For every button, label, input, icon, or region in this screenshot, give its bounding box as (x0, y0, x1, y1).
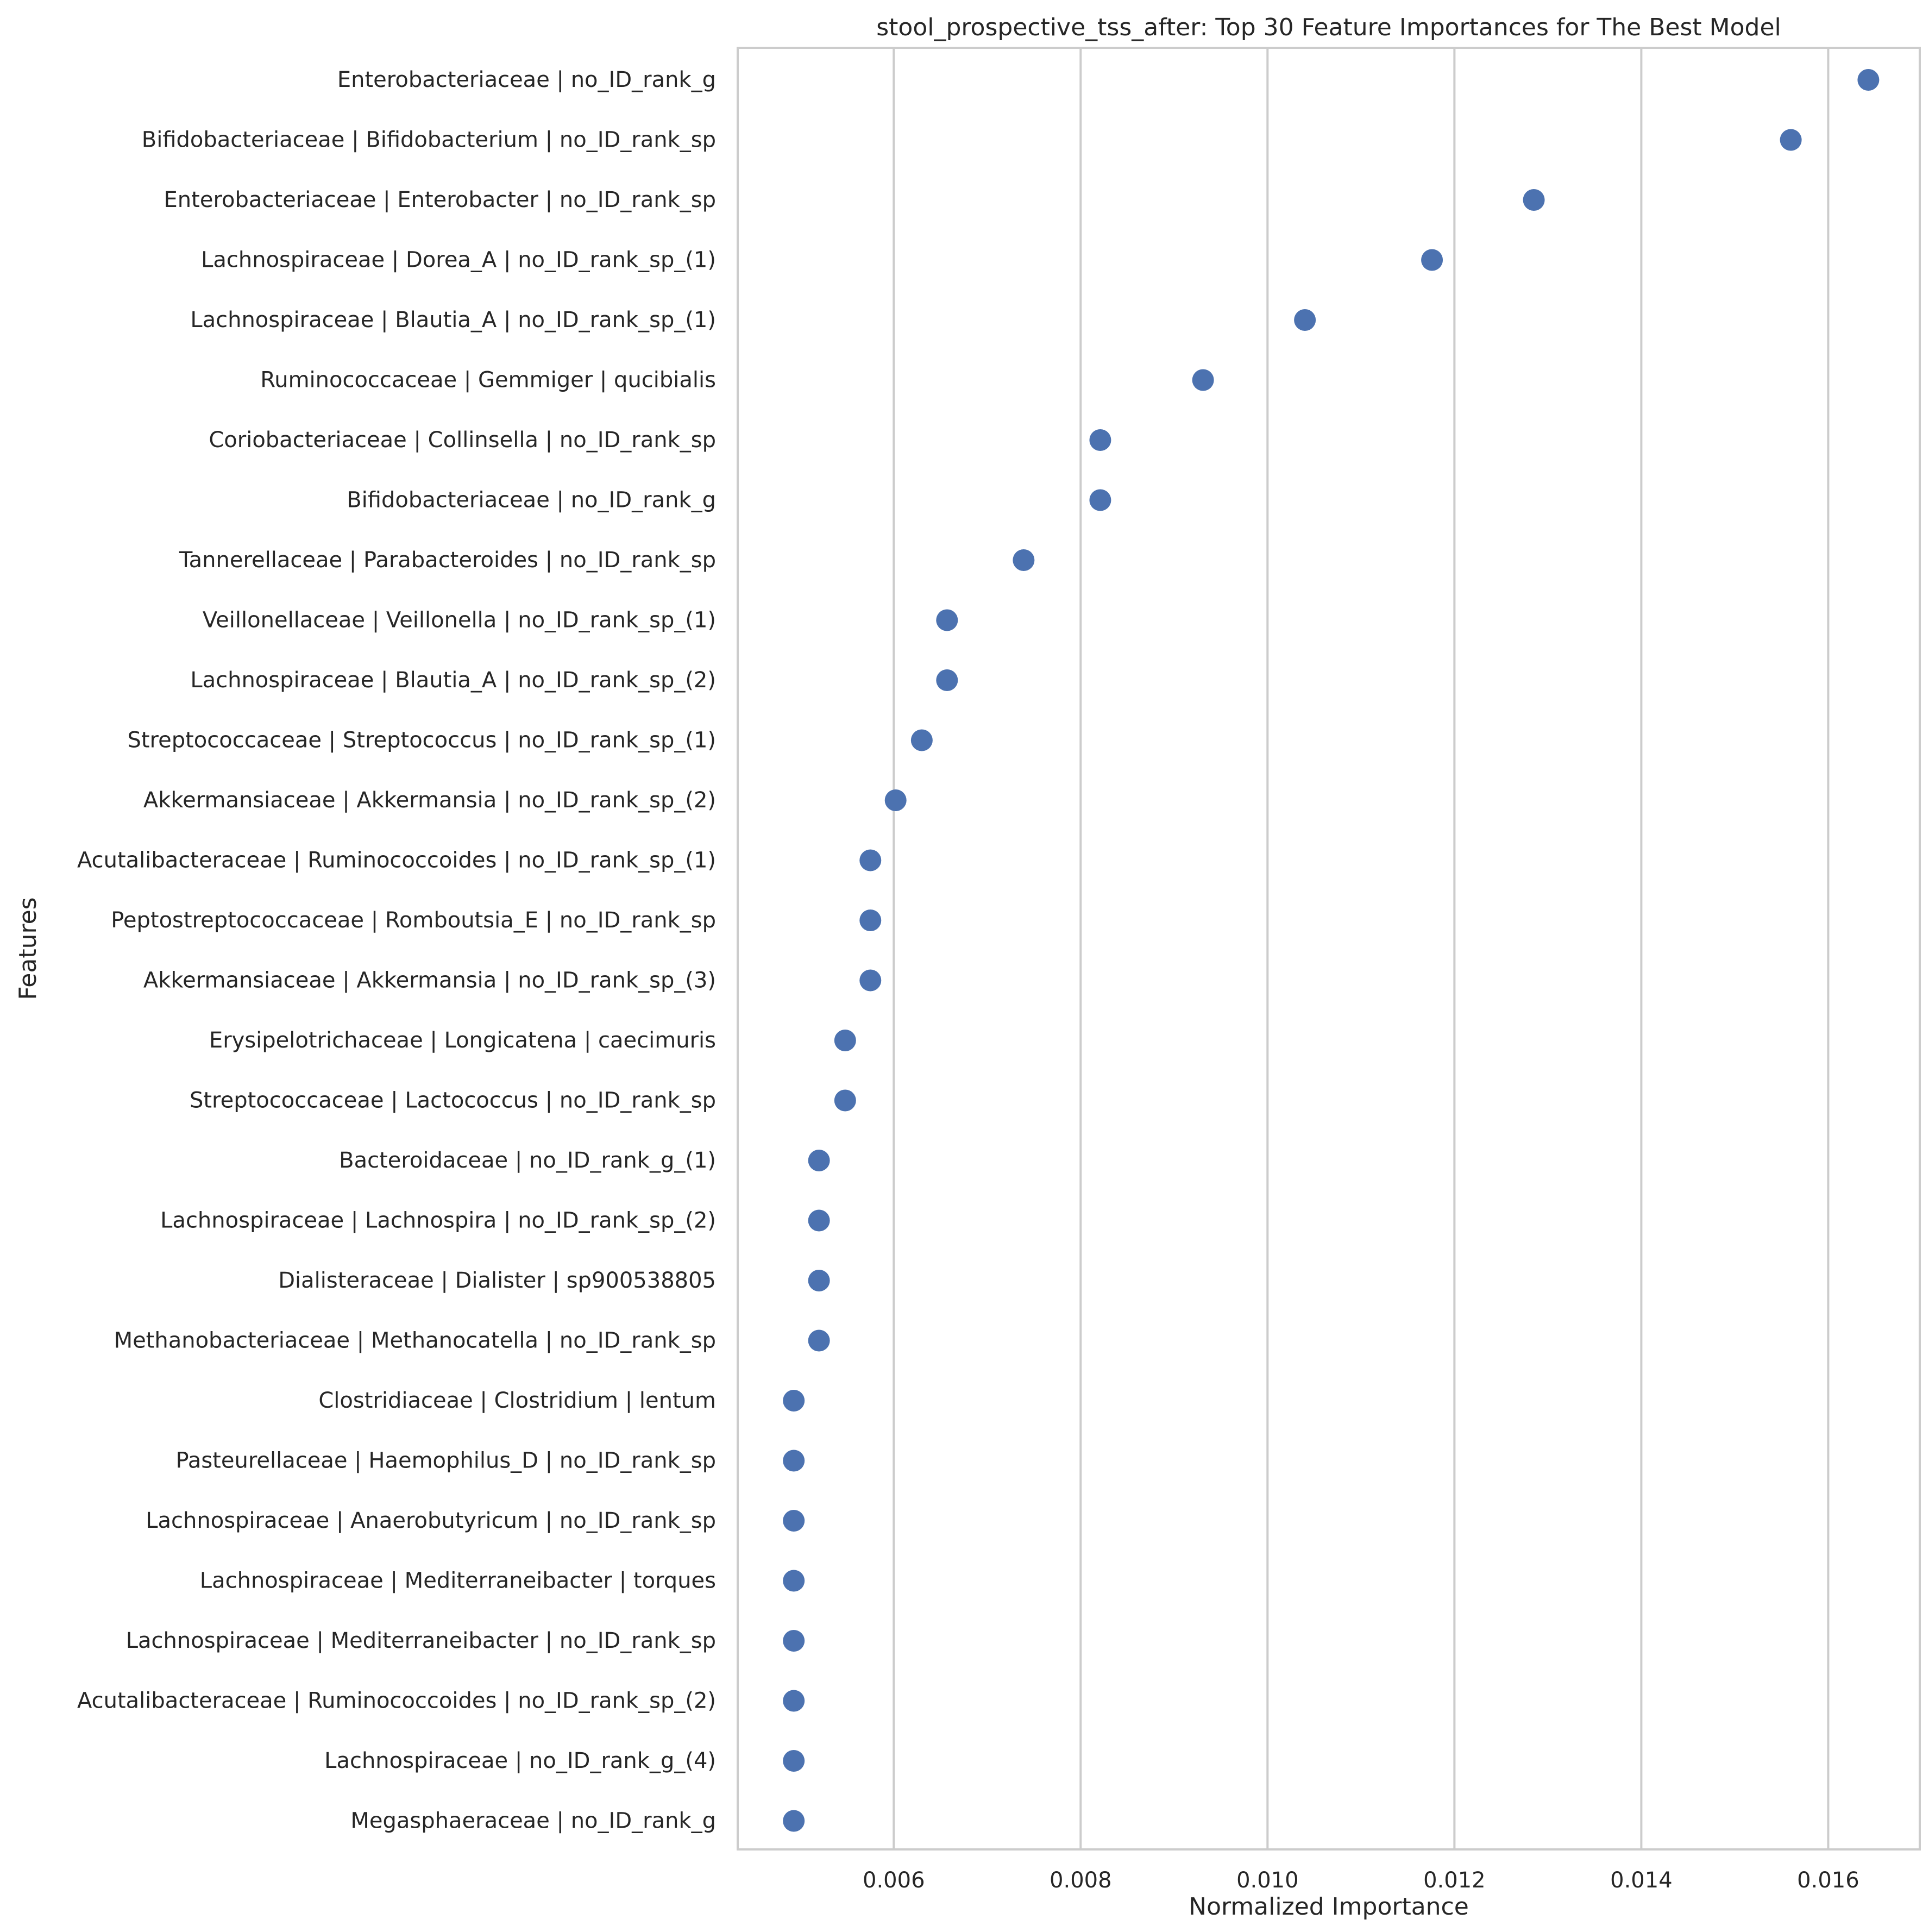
data-point (783, 1630, 805, 1652)
y-tick-label: Akkermansiaceae | Akkermansia | no_ID_ra… (143, 968, 716, 993)
y-tick-label: Bifidobacteriaceae | Bifidobacterium | n… (142, 128, 716, 153)
data-point (783, 1510, 805, 1532)
data-point (808, 1270, 830, 1291)
y-tick-label: Methanobacteriaceae | Methanocatella | n… (114, 1328, 716, 1353)
x-tick-label: 0.010 (1236, 1868, 1299, 1893)
data-point (936, 609, 958, 631)
data-point (1192, 369, 1214, 391)
data-point (783, 1570, 805, 1592)
data-point (1089, 489, 1111, 511)
points-layer (783, 69, 1880, 1832)
data-point (910, 729, 933, 751)
chart-title: stool_prospective_tss_after: Top 30 Feat… (876, 14, 1781, 41)
y-tick-label: Bacteroidaceae | no_ID_rank_g_(1) (339, 1148, 716, 1173)
x-tick-label: 0.012 (1423, 1868, 1486, 1893)
data-point (1089, 429, 1111, 451)
y-tick-label: Pasteurellaceae | Haemophilus_D | no_ID_… (176, 1448, 717, 1473)
y-tick-label: Akkermansiaceae | Akkermansia | no_ID_ra… (143, 788, 716, 813)
y-tick-label: Tannerellaceae | Parabacteroides | no_ID… (179, 548, 716, 573)
y-tick-label: Streptococcaceae | Lactococcus | no_ID_r… (190, 1088, 716, 1113)
data-point (834, 1030, 856, 1051)
y-axis-label: Features (14, 897, 42, 1000)
x-tick-label: 0.014 (1610, 1868, 1673, 1893)
data-point (808, 1150, 830, 1171)
data-point (808, 1209, 830, 1232)
y-tick-label: Acutalibacteraceae | Ruminococcoides | n… (77, 1689, 716, 1714)
data-point (1421, 249, 1443, 271)
x-tick-label: 0.006 (863, 1868, 925, 1893)
x-tick-label: 0.008 (1050, 1868, 1112, 1893)
data-point (1013, 549, 1035, 571)
y-tick-label: Peptostreptococcaceae | Romboutsia_E | n… (111, 908, 716, 933)
y-tick-label: Streptococcaceae | Streptococcus | no_ID… (127, 728, 716, 753)
data-point (783, 1390, 805, 1412)
data-point (783, 1810, 805, 1832)
y-tick-label: Enterobacteriaceae | Enterobacter | no_I… (164, 187, 716, 212)
data-point (1780, 129, 1802, 151)
x-axis-label: Normalized Importance (1189, 1893, 1469, 1921)
data-point (859, 909, 882, 931)
y-tick-label: Clostridiaceae | Clostridium | lentum (318, 1388, 716, 1413)
y-tick-label: Enterobacteriaceae | no_ID_rank_g (337, 67, 716, 92)
data-point (936, 669, 958, 691)
plot-frame (737, 47, 1921, 1851)
grid-layer (893, 48, 1830, 1849)
x-tick-labels: 0.006 0.008 0.010 0.012 0.014 0.016 (863, 1868, 1859, 1893)
y-tick-label: Ruminococcaceae | Gemmiger | qucibialis (260, 368, 716, 393)
y-tick-label: Lachnospiraceae | Blautia_A | no_ID_rank… (190, 308, 716, 333)
x-tick-label: 0.016 (1797, 1868, 1859, 1893)
data-point (884, 789, 907, 811)
data-point (783, 1450, 805, 1472)
data-point (1857, 69, 1880, 91)
y-tick-labels: Enterobacteriaceae | no_ID_rank_g Bifidob… (77, 67, 716, 1834)
y-tick-label: Veillonellaceae | Veillonella | no_ID_ra… (203, 608, 716, 633)
y-tick-label: Lachnospiraceae | no_ID_rank_g_(4) (324, 1748, 716, 1773)
data-point (1523, 189, 1545, 211)
data-point (834, 1089, 856, 1112)
y-tick-label: Dialisteraceae | Dialister | sp900538805 (278, 1268, 716, 1293)
data-point (783, 1750, 805, 1772)
y-tick-label: Lachnospiraceae | Mediterraneibacter | n… (126, 1628, 716, 1653)
data-point (808, 1329, 830, 1352)
y-tick-label: Lachnospiraceae | Blautia_A | no_ID_rank… (190, 668, 716, 693)
y-tick-label: Acutalibacteraceae | Ruminococcoides | n… (77, 848, 716, 873)
data-point (1294, 309, 1316, 331)
y-tick-label: Megasphaeraceae | no_ID_rank_g (350, 1809, 716, 1834)
data-point (859, 849, 882, 871)
y-tick-label: Lachnospiraceae | Mediterraneibacter | t… (200, 1569, 716, 1594)
y-tick-label: Lachnospiraceae | Dorea_A | no_ID_rank_s… (201, 248, 716, 273)
y-tick-label: Erysipelotrichaceae | Longicatena | caec… (209, 1028, 716, 1053)
y-tick-label: Lachnospiraceae | Lachnospira | no_ID_ra… (160, 1208, 716, 1233)
y-tick-label: Bifidobacteriaceae | no_ID_rank_g (347, 488, 716, 513)
y-tick-label: Lachnospiraceae | Anaerobutyricum | no_I… (146, 1508, 716, 1533)
y-tick-label: Coriobacteriaceae | Collinsella | no_ID_… (209, 428, 716, 453)
data-point (783, 1690, 805, 1712)
data-point (859, 969, 882, 992)
